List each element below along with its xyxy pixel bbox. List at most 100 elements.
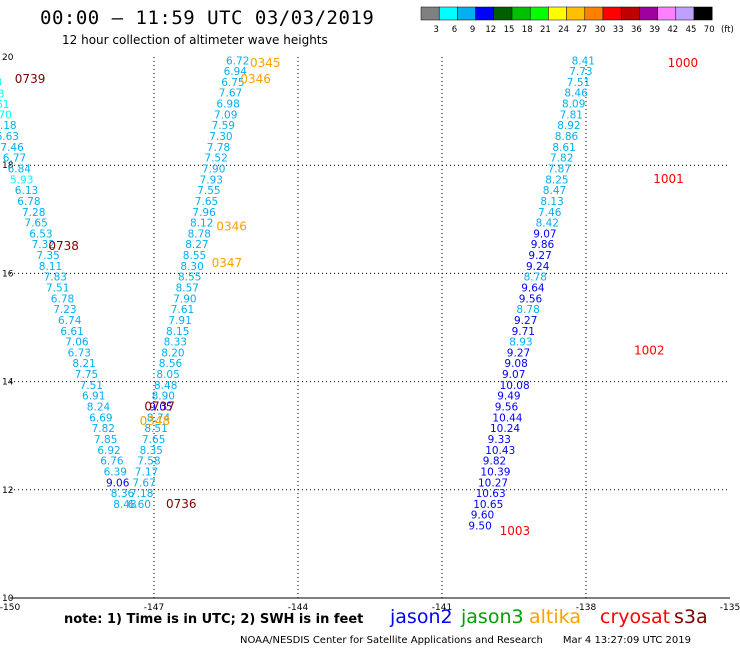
wave-height-label: 7.35 (36, 250, 59, 262)
pass-time-label: 0739 (15, 72, 46, 86)
wave-height-label: 5.73 (0, 88, 5, 100)
colorbar-swatch (457, 6, 476, 21)
y-tick-label: 16 (2, 269, 14, 279)
wave-height-label: 6.74 (58, 315, 82, 327)
wave-height-label: 8.78 (188, 228, 211, 240)
pass-time-label: 0736 (166, 497, 197, 511)
wave-height-label: 6.77 (3, 153, 26, 165)
wave-height-label: 8.55 (178, 272, 201, 284)
wave-height-label: 8.11 (39, 261, 62, 273)
wave-height-label: 9.56 (519, 293, 543, 305)
units-note: note: 1) Time is in UTC; 2) SWH is in fe… (64, 612, 364, 627)
wave-height-label: 8.78 (516, 304, 539, 316)
wave-height-label: 5.23 (0, 77, 2, 89)
colorbar-swatch (602, 6, 622, 21)
colorbar-label: 70 (704, 25, 715, 35)
wave-height-label: 7.52 (204, 153, 227, 165)
wave-height-label: 9.49 (497, 391, 520, 403)
wave-height-label: 6.61 (60, 326, 83, 338)
colorbar-label: 30 (595, 25, 606, 35)
wave-height-label: 7.78 (207, 142, 230, 154)
pass-time-label: 0347 (212, 256, 243, 270)
colorbar-swatch (620, 6, 640, 21)
wave-height-label: 7.06 (65, 337, 89, 349)
legend-jason2: jason2 (390, 606, 453, 628)
wave-height-label: 10.44 (492, 412, 522, 424)
wave-height-label: 9.05 (149, 402, 172, 414)
wave-height-label: 7.93 (200, 174, 223, 186)
wave-height-label: 7.65 (24, 218, 47, 230)
wave-height-label: 8.05 (156, 369, 179, 381)
credits-org: NOAA/NESDIS Center for Satellite Applica… (240, 635, 543, 646)
wave-height-label: 8.30 (180, 261, 203, 273)
credits-timestamp: Mar 4 13:27:09 UTC 2019 (562, 635, 691, 646)
wave-height-label: 8.78 (524, 272, 547, 284)
colorbar-label: 36 (631, 25, 642, 35)
wave-height-label: 8.56 (159, 358, 183, 370)
wave-height-label: 8.74 (147, 412, 171, 424)
wave-height-label: 7.09 (214, 109, 237, 121)
colorbar-label: 18 (522, 25, 533, 35)
y-tick-label: 12 (2, 486, 13, 496)
wave-height-label: 7.46 (538, 207, 562, 219)
wave-height-label: 8.57 (176, 283, 199, 295)
colorbar-label: 27 (576, 25, 587, 35)
pass-time-label: 0348 (140, 414, 171, 428)
pass-time-label: 1003 (500, 524, 531, 538)
legend-cryosat: cryosat (600, 606, 671, 628)
wave-height-label: 7.30 (209, 131, 232, 143)
colorbar-label: 9 (470, 25, 475, 35)
wave-height-label: 6.39 (104, 466, 127, 478)
wave-height-label: 9.50 (468, 521, 491, 533)
colorbar-label: 21 (540, 25, 551, 35)
wave-height-label: 7.46 (0, 142, 24, 154)
wave-height-label: 8.27 (185, 239, 208, 251)
wave-height-label: 7.75 (75, 369, 98, 381)
wave-height-label: 9.27 (514, 315, 537, 327)
wave-height-label: 8.46 (564, 88, 588, 100)
wave-height-label: 8.47 (543, 185, 566, 197)
wave-height-label: 8.61 (552, 142, 575, 154)
wave-height-label: 7.18 (130, 488, 153, 500)
pass-time-label: 0346 (216, 219, 247, 233)
colorbar-label: 45 (686, 25, 697, 35)
wave-height-label: 9.06 (106, 477, 130, 489)
wave-height-label: 6.76 (100, 456, 124, 468)
wave-height-label: 7.82 (92, 423, 115, 435)
wave-height-label: 10.43 (485, 445, 515, 457)
colorbar-swatch (693, 6, 713, 21)
x-tick-label: -147 (144, 603, 164, 613)
y-tick-label: 10 (2, 594, 14, 604)
colorbar-label: 6 (452, 25, 457, 35)
wave-height-label: 7.65 (195, 196, 218, 208)
wave-height-label: 6.75 (221, 77, 244, 89)
wave-height-label: 7.61 (171, 304, 194, 316)
wave-height-label: 10.65 (473, 499, 503, 511)
wave-height-label: 10.63 (476, 488, 506, 500)
wave-height-label: 7.87 (548, 163, 571, 175)
wave-height-label: 9.56 (495, 402, 519, 414)
colorbar-swatch (420, 6, 440, 21)
wave-height-label: 7.85 (94, 434, 117, 446)
wave-height-label: 6.73 (68, 347, 91, 359)
pass-time-label: 0737 (144, 399, 175, 413)
colorbar-swatch (511, 6, 531, 21)
wave-height-label: 5.61 (0, 99, 9, 111)
wave-height-label: 6.84 (8, 163, 32, 175)
wave-height-label: 8.86 (555, 131, 579, 143)
wave-height-label: 10.27 (478, 477, 508, 489)
wave-height-label: 7.67 (132, 477, 155, 489)
wave-height-label: 8.41 (572, 55, 595, 67)
wave-height-label: 7.51 (46, 283, 69, 295)
wave-height-label: 9.27 (507, 347, 530, 359)
colorbar-label: 39 (649, 25, 660, 35)
wave-height-label: 7.73 (569, 66, 592, 78)
credits: NOAA/NESDIS Center for Satellite Applica… (240, 635, 711, 646)
wave-height-label: 7.55 (197, 185, 220, 197)
wave-height-label: 7.59 (212, 120, 235, 132)
wave-height-label: 7.90 (202, 163, 225, 175)
x-tick-label: -135 (720, 603, 740, 613)
colorbar-swatch (529, 6, 549, 21)
